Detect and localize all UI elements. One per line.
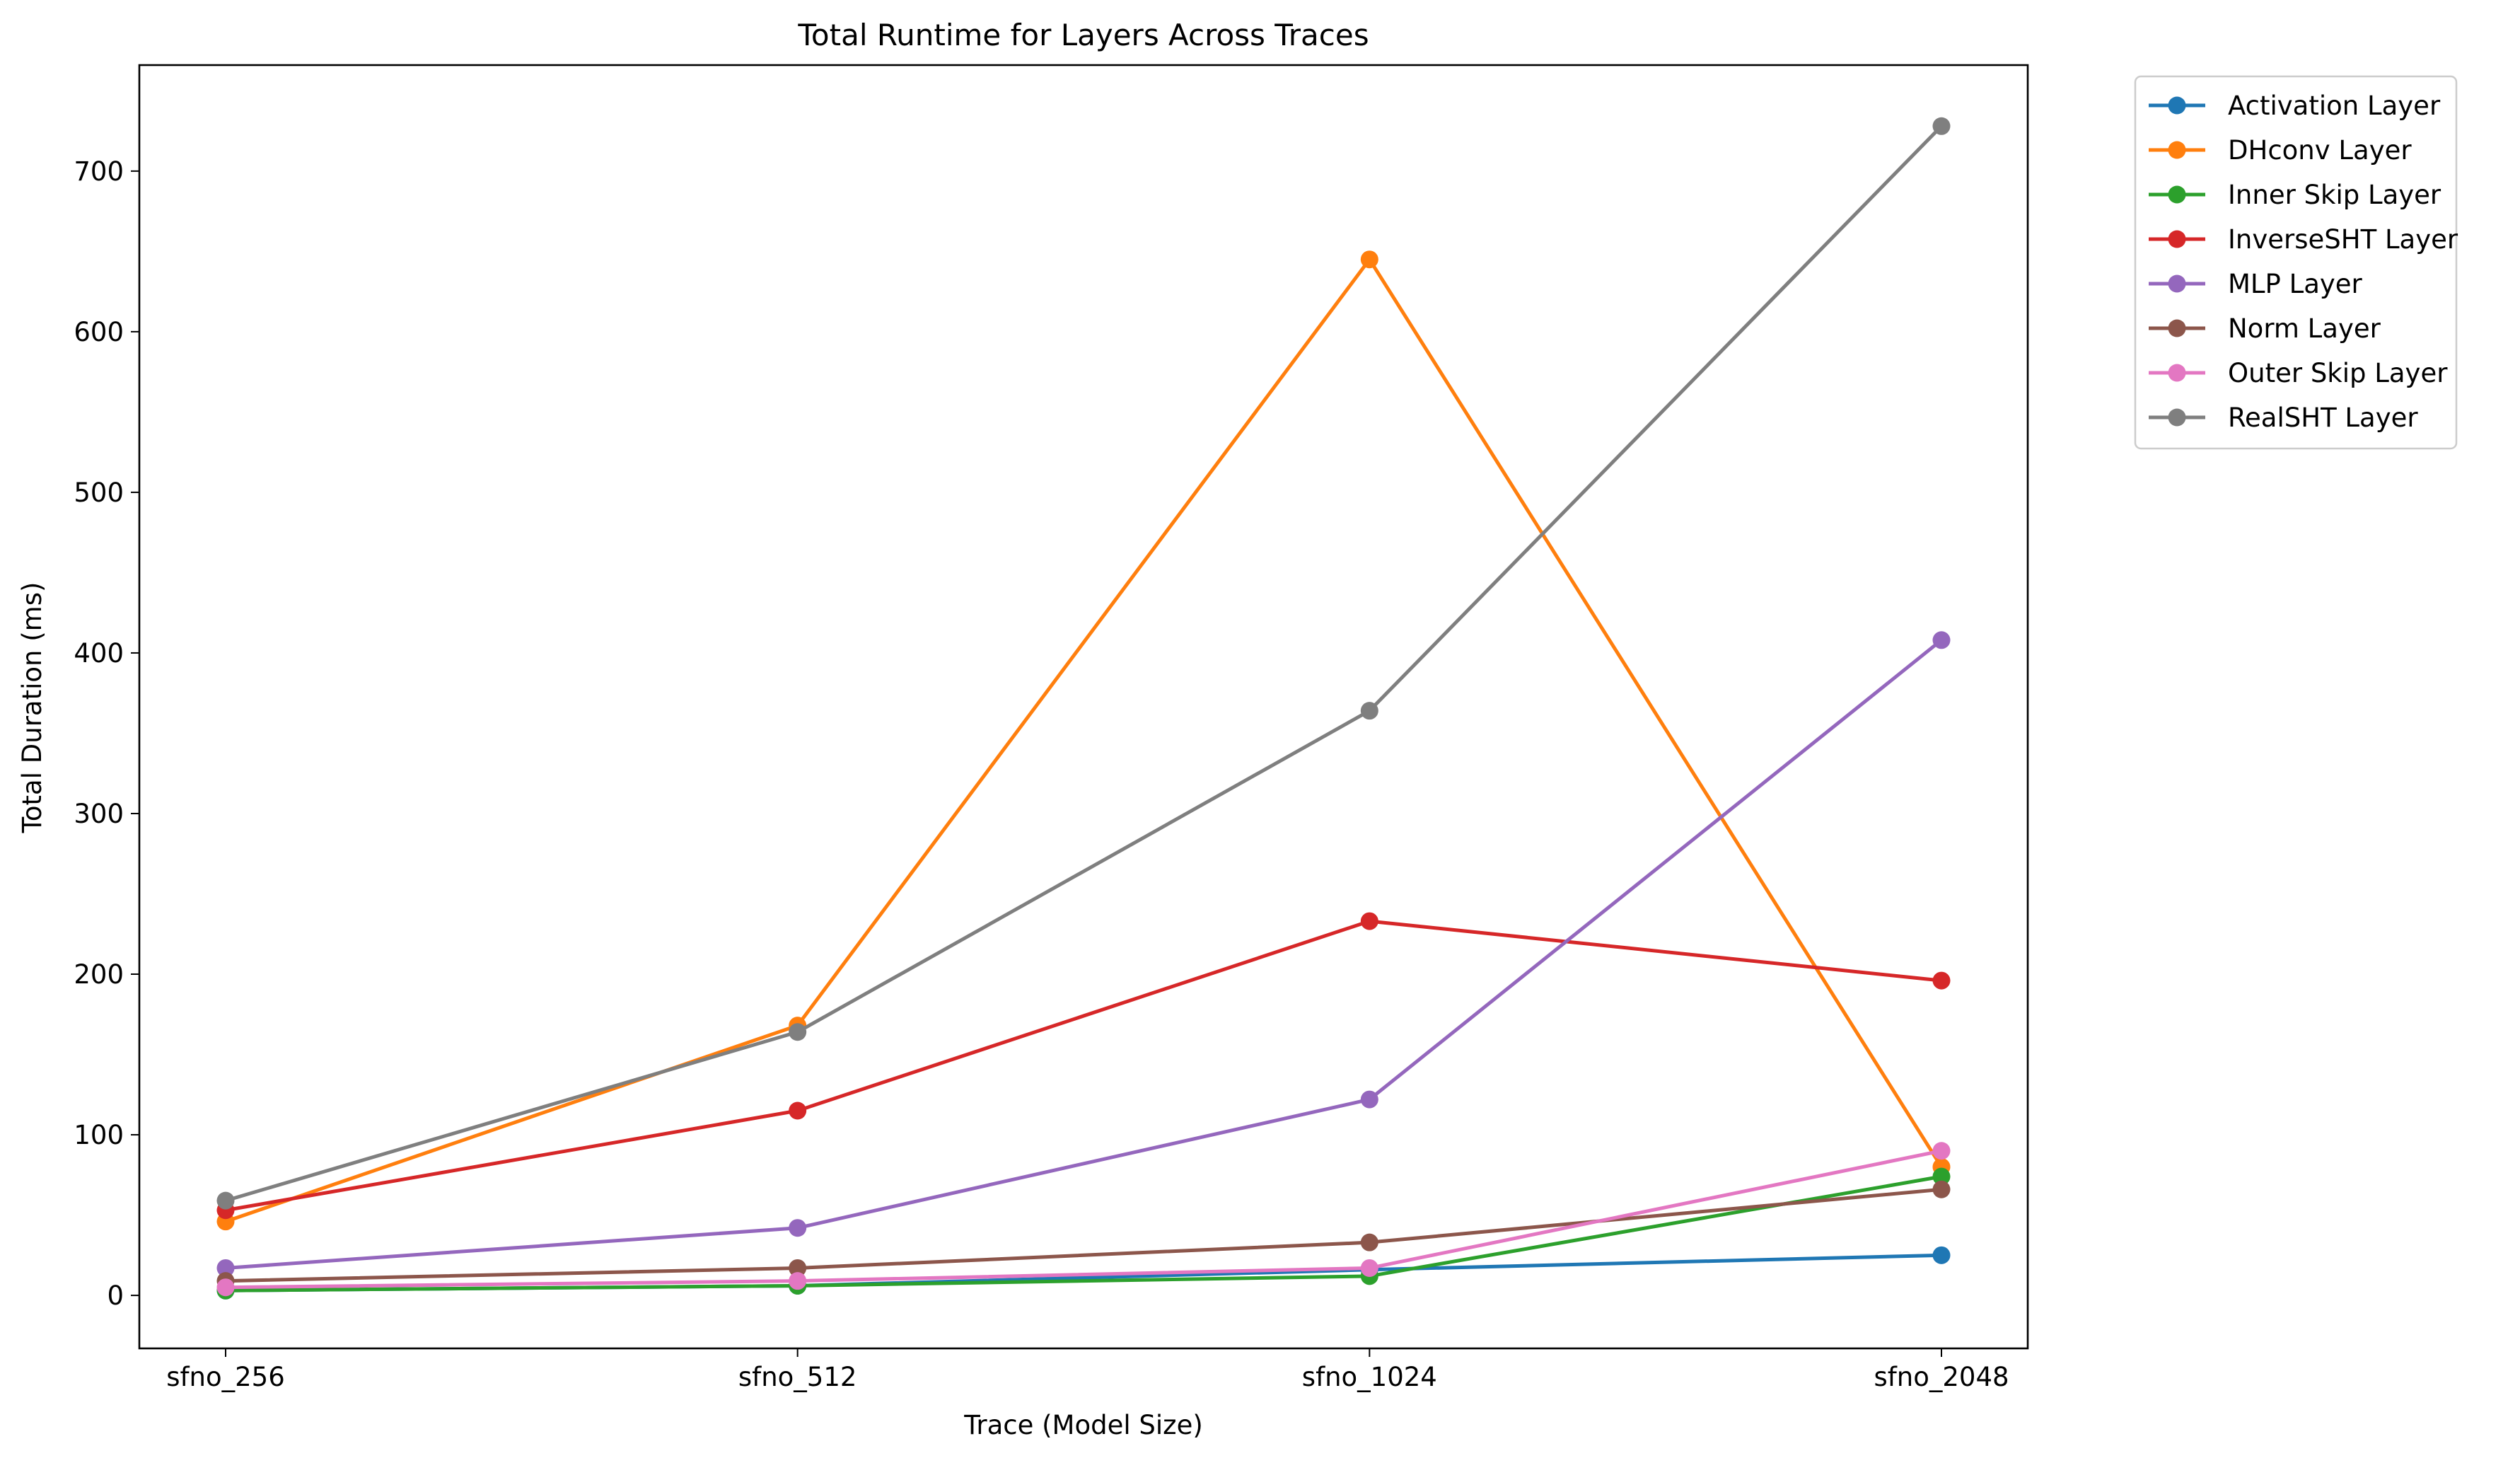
x-tick-label: sfno_512 xyxy=(738,1362,857,1392)
series-outer-skip-layer xyxy=(216,1142,1951,1297)
legend-item: InverseSHT Layer xyxy=(2149,224,2458,255)
legend-label: Outer Skip Layer xyxy=(2228,358,2448,388)
x-axis: sfno_256 sfno_512 sfno_1024 sfno_2048 xyxy=(166,1348,2009,1392)
y-tick-label: 500 xyxy=(74,478,124,508)
series-line xyxy=(223,1187,1944,1283)
legend-label: DHconv Layer xyxy=(2228,135,2412,166)
data-point xyxy=(1360,1090,1378,1109)
series-line xyxy=(223,123,1944,1203)
x-tick-label: sfno_1024 xyxy=(1302,1362,1437,1392)
data-point xyxy=(789,1272,807,1290)
x-axis-label: Trace (Model Size) xyxy=(963,1410,1203,1440)
chart-title: Total Runtime for Layers Across Traces xyxy=(797,18,1369,52)
data-point xyxy=(789,1259,807,1277)
data-point xyxy=(1932,631,1951,649)
series-line xyxy=(223,637,1944,1271)
data-point xyxy=(1932,971,1951,990)
legend-marker xyxy=(2168,364,2186,382)
legend-label: Norm Layer xyxy=(2228,313,2381,344)
data-point xyxy=(216,1278,235,1297)
data-point xyxy=(1360,912,1378,930)
legend-frame xyxy=(2134,75,2458,450)
data-point xyxy=(1932,1246,1951,1264)
series-line xyxy=(223,1174,1944,1293)
legend-item: Activation Layer xyxy=(2149,91,2441,121)
series-line xyxy=(223,258,1944,1224)
data-point xyxy=(789,1219,807,1237)
legend-label: MLP Layer xyxy=(2228,269,2363,299)
series-inversesht-layer xyxy=(216,912,1951,1220)
y-tick-label: 200 xyxy=(74,959,124,990)
legend-label: RealSHT Layer xyxy=(2228,403,2418,433)
data-point xyxy=(1360,1259,1378,1277)
y-tick-label: 100 xyxy=(74,1120,124,1150)
legend-item: Norm Layer xyxy=(2149,313,2381,344)
data-point xyxy=(789,1023,807,1041)
y-tick-label: 700 xyxy=(74,156,124,187)
legend-label: Activation Layer xyxy=(2228,91,2441,121)
legend-item: DHconv Layer xyxy=(2149,135,2412,166)
legend-item: Outer Skip Layer xyxy=(2149,358,2448,388)
plot-frame xyxy=(138,64,2029,1350)
data-point xyxy=(216,1259,235,1277)
legend-item: MLP Layer xyxy=(2149,269,2363,299)
y-tick-label: 400 xyxy=(74,638,124,669)
legend-label: InverseSHT Layer xyxy=(2228,224,2458,255)
series-norm-layer xyxy=(216,1180,1951,1290)
legend-marker xyxy=(2168,230,2186,248)
legend-item: Inner Skip Layer xyxy=(2149,180,2441,210)
series-line xyxy=(223,919,1944,1213)
data-point xyxy=(1932,1180,1951,1198)
data-point xyxy=(1360,1233,1378,1251)
legend-marker xyxy=(2168,96,2186,115)
x-tick-label: sfno_256 xyxy=(166,1362,285,1392)
legend-label: Inner Skip Layer xyxy=(2228,180,2441,210)
data-point xyxy=(216,1191,235,1210)
series-mlp-layer xyxy=(216,631,1951,1277)
series-realsht-layer xyxy=(216,117,1951,1210)
data-point xyxy=(1932,1142,1951,1160)
legend-marker xyxy=(2168,185,2186,204)
y-tick-label: 0 xyxy=(107,1280,124,1311)
y-tick-label: 300 xyxy=(74,799,124,829)
y-tick-label: 600 xyxy=(74,317,124,347)
legend-marker xyxy=(2168,408,2186,427)
legend-marker xyxy=(2168,141,2186,159)
legend-marker xyxy=(2168,319,2186,337)
data-point xyxy=(1932,117,1951,135)
legend-item: RealSHT Layer xyxy=(2149,403,2418,433)
x-tick-label: sfno_2048 xyxy=(1874,1362,2009,1392)
plot-area xyxy=(216,117,1951,1300)
data-point xyxy=(1360,702,1378,720)
y-axis-label: Total Duration (ms) xyxy=(17,582,47,834)
legend-marker xyxy=(2168,274,2186,293)
data-point xyxy=(1360,250,1378,269)
legend: Activation Layer DHconv Layer Inner Skip L… xyxy=(2134,75,2458,450)
series-line xyxy=(223,1148,1944,1290)
y-axis: 0 100 200 300 400 500 600 700 xyxy=(74,156,139,1311)
data-point xyxy=(789,1101,807,1120)
data-point xyxy=(1932,1167,1951,1186)
